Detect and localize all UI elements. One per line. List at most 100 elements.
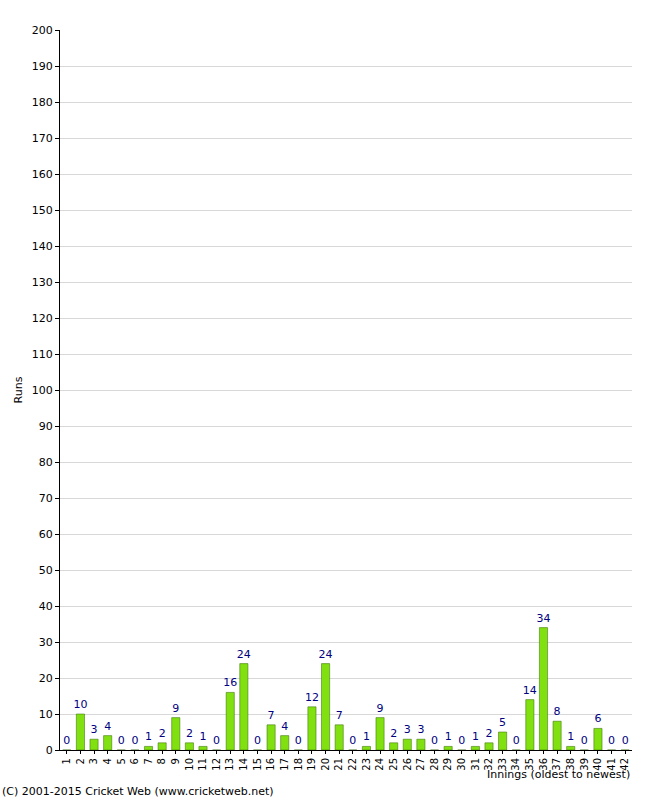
svg-text:28: 28	[429, 758, 440, 771]
svg-text:0: 0	[46, 744, 53, 757]
svg-text:10: 10	[39, 708, 53, 721]
svg-text:17: 17	[279, 758, 290, 771]
svg-text:12: 12	[211, 758, 222, 771]
svg-text:4: 4	[281, 720, 288, 733]
svg-text:50: 50	[39, 564, 53, 577]
svg-text:33: 33	[497, 758, 508, 771]
svg-text:20: 20	[39, 672, 53, 685]
svg-text:1: 1	[472, 730, 479, 743]
svg-text:4: 4	[104, 720, 111, 733]
svg-text:41: 41	[606, 758, 617, 771]
svg-text:6: 6	[594, 712, 601, 725]
svg-text:30: 30	[456, 758, 467, 771]
svg-text:2: 2	[390, 727, 397, 740]
svg-text:10: 10	[184, 758, 195, 771]
svg-text:7: 7	[336, 709, 343, 722]
svg-text:9: 9	[377, 702, 384, 715]
svg-text:2: 2	[486, 727, 493, 740]
svg-text:26: 26	[402, 758, 413, 771]
svg-text:24: 24	[374, 758, 385, 771]
svg-text:1: 1	[567, 730, 574, 743]
svg-text:13: 13	[224, 758, 235, 771]
svg-text:0: 0	[513, 734, 520, 747]
svg-text:9: 9	[172, 702, 179, 715]
svg-text:29: 29	[442, 758, 453, 771]
svg-text:42: 42	[619, 758, 630, 771]
svg-text:1: 1	[445, 730, 452, 743]
svg-text:18: 18	[293, 758, 304, 771]
svg-text:6: 6	[129, 758, 140, 764]
svg-text:130: 130	[32, 276, 53, 289]
svg-text:2: 2	[75, 758, 86, 764]
svg-text:120: 120	[32, 312, 53, 325]
svg-text:0: 0	[458, 734, 465, 747]
svg-text:20: 20	[320, 758, 331, 771]
svg-text:3: 3	[404, 723, 411, 736]
svg-text:200: 200	[32, 24, 53, 37]
svg-text:27: 27	[415, 758, 426, 771]
svg-text:34: 34	[510, 758, 521, 771]
svg-text:0: 0	[608, 734, 615, 747]
svg-text:8: 8	[156, 758, 167, 764]
svg-text:140: 140	[32, 240, 53, 253]
svg-text:110: 110	[32, 348, 53, 361]
svg-text:0: 0	[118, 734, 125, 747]
svg-text:Innings (oldest to newest): Innings (oldest to newest)	[487, 768, 630, 781]
svg-text:34: 34	[536, 612, 550, 625]
svg-text:36: 36	[538, 758, 549, 771]
svg-text:100: 100	[32, 384, 53, 397]
svg-text:3: 3	[91, 723, 98, 736]
svg-text:1: 1	[200, 730, 207, 743]
svg-text:12: 12	[305, 691, 319, 704]
svg-text:60: 60	[39, 528, 53, 541]
svg-text:180: 180	[32, 96, 53, 109]
svg-text:0: 0	[63, 734, 70, 747]
svg-text:0: 0	[622, 734, 629, 747]
svg-text:190: 190	[32, 60, 53, 73]
svg-text:170: 170	[32, 132, 53, 145]
svg-text:3: 3	[88, 758, 99, 764]
svg-text:7: 7	[268, 709, 275, 722]
svg-text:0: 0	[349, 734, 356, 747]
svg-text:32: 32	[483, 758, 494, 771]
svg-text:2: 2	[186, 727, 193, 740]
svg-text:23: 23	[361, 758, 372, 771]
svg-text:21: 21	[333, 758, 344, 771]
svg-text:39: 39	[579, 758, 590, 771]
svg-text:0: 0	[431, 734, 438, 747]
svg-text:1: 1	[61, 758, 72, 764]
svg-text:40: 40	[592, 758, 603, 771]
svg-text:25: 25	[388, 758, 399, 771]
svg-text:14: 14	[523, 684, 537, 697]
svg-text:80: 80	[39, 456, 53, 469]
svg-text:31: 31	[470, 758, 481, 771]
svg-text:19: 19	[306, 758, 317, 771]
svg-text:35: 35	[524, 758, 535, 771]
svg-text:1: 1	[363, 730, 370, 743]
svg-text:16: 16	[223, 676, 237, 689]
svg-text:24: 24	[237, 648, 251, 661]
svg-text:22: 22	[347, 758, 358, 771]
svg-text:150: 150	[32, 204, 53, 217]
svg-text:0: 0	[213, 734, 220, 747]
svg-text:2: 2	[159, 727, 166, 740]
svg-text:40: 40	[39, 600, 53, 613]
svg-text:15: 15	[252, 758, 263, 771]
svg-text:11: 11	[197, 758, 208, 771]
svg-text:9: 9	[170, 758, 181, 764]
svg-text:5: 5	[116, 758, 127, 764]
svg-text:0: 0	[254, 734, 261, 747]
svg-text:37: 37	[551, 758, 562, 771]
svg-text:0: 0	[581, 734, 588, 747]
svg-text:0: 0	[131, 734, 138, 747]
svg-text:1: 1	[145, 730, 152, 743]
svg-text:4: 4	[102, 758, 113, 764]
svg-text:16: 16	[265, 758, 276, 771]
svg-text:70: 70	[39, 492, 53, 505]
svg-text:0: 0	[295, 734, 302, 747]
svg-text:(C) 2001-2015 Cricket Web (www: (C) 2001-2015 Cricket Web (www.cricketwe…	[2, 785, 274, 798]
svg-text:5: 5	[499, 716, 506, 729]
svg-text:30: 30	[39, 636, 53, 649]
svg-text:8: 8	[554, 705, 561, 718]
svg-text:160: 160	[32, 168, 53, 181]
